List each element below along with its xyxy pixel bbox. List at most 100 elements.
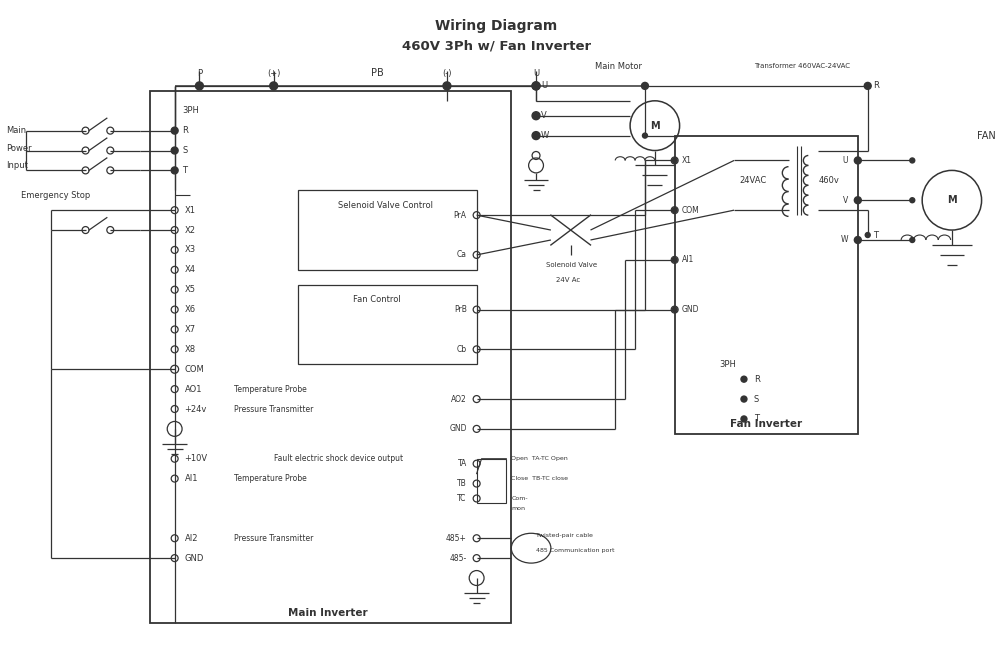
Text: Fault electric shock device output: Fault electric shock device output bbox=[274, 454, 403, 463]
Circle shape bbox=[171, 147, 178, 154]
Text: Pressure Transmitter: Pressure Transmitter bbox=[234, 533, 313, 543]
Bar bbox=[298, 285, 477, 364]
Text: GND: GND bbox=[449, 424, 467, 434]
Text: U: U bbox=[541, 81, 547, 90]
Circle shape bbox=[672, 158, 677, 163]
Circle shape bbox=[854, 197, 861, 204]
Text: Emergency Stop: Emergency Stop bbox=[21, 191, 90, 200]
Text: Solenoid Valve: Solenoid Valve bbox=[546, 262, 597, 268]
Circle shape bbox=[864, 82, 871, 90]
Text: COM: COM bbox=[682, 206, 700, 215]
Text: 485 Communication port: 485 Communication port bbox=[536, 548, 615, 553]
Text: GND: GND bbox=[185, 554, 204, 563]
Text: PrB: PrB bbox=[454, 305, 467, 314]
Circle shape bbox=[532, 132, 540, 140]
Text: U: U bbox=[842, 156, 848, 165]
Text: X1: X1 bbox=[185, 206, 196, 215]
Text: 460v: 460v bbox=[818, 176, 839, 185]
Text: Open  TA-TC Open: Open TA-TC Open bbox=[511, 456, 568, 461]
Text: +24v: +24v bbox=[185, 404, 207, 413]
Text: X2: X2 bbox=[185, 226, 196, 234]
Text: X4: X4 bbox=[185, 265, 196, 275]
Text: Power: Power bbox=[6, 143, 32, 153]
Text: X7: X7 bbox=[185, 325, 196, 334]
Circle shape bbox=[642, 133, 647, 138]
Text: Com-: Com- bbox=[511, 496, 528, 501]
Circle shape bbox=[532, 82, 540, 90]
Circle shape bbox=[910, 238, 915, 243]
Circle shape bbox=[443, 82, 451, 90]
Text: M: M bbox=[947, 195, 957, 205]
Text: Fan Inverter: Fan Inverter bbox=[730, 419, 802, 429]
Text: M: M bbox=[650, 121, 660, 130]
Text: 24V Ac: 24V Ac bbox=[556, 276, 580, 283]
Text: 485-: 485- bbox=[449, 554, 467, 563]
Text: AI2: AI2 bbox=[185, 533, 198, 543]
Text: W: W bbox=[840, 236, 848, 245]
Text: Cb: Cb bbox=[457, 345, 467, 354]
Text: T: T bbox=[754, 415, 759, 423]
Circle shape bbox=[532, 112, 540, 119]
Bar bbox=[477, 459, 506, 504]
Text: Main: Main bbox=[6, 126, 26, 135]
Text: Selenoid Valve Control: Selenoid Valve Control bbox=[338, 201, 433, 210]
Circle shape bbox=[910, 158, 915, 163]
Text: T: T bbox=[182, 166, 187, 175]
Circle shape bbox=[270, 82, 278, 90]
Circle shape bbox=[641, 82, 648, 90]
Text: Wiring Diagram: Wiring Diagram bbox=[435, 19, 558, 33]
Text: GND: GND bbox=[682, 305, 700, 314]
Text: Pressure Transmitter: Pressure Transmitter bbox=[234, 404, 313, 413]
Text: PB: PB bbox=[371, 68, 384, 79]
Text: Close  TB-TC close: Close TB-TC close bbox=[511, 476, 568, 481]
Circle shape bbox=[865, 232, 870, 238]
Bar bbox=[150, 91, 511, 623]
Text: X5: X5 bbox=[185, 285, 196, 294]
Text: X3: X3 bbox=[185, 245, 196, 254]
Text: R: R bbox=[873, 81, 879, 90]
Text: 3PH: 3PH bbox=[719, 360, 736, 369]
Text: AO2: AO2 bbox=[451, 395, 467, 404]
Circle shape bbox=[672, 208, 677, 213]
Circle shape bbox=[854, 236, 861, 243]
Circle shape bbox=[741, 416, 747, 422]
Text: Main Motor: Main Motor bbox=[595, 62, 642, 71]
Text: +10V: +10V bbox=[185, 454, 208, 463]
Circle shape bbox=[854, 157, 861, 164]
Text: FAN: FAN bbox=[977, 130, 995, 141]
Text: 3PH: 3PH bbox=[182, 106, 199, 116]
Text: P: P bbox=[197, 69, 202, 78]
Text: mon: mon bbox=[511, 506, 525, 511]
Text: TC: TC bbox=[457, 494, 467, 503]
Text: T: T bbox=[873, 230, 878, 239]
Text: R: R bbox=[182, 126, 188, 135]
Text: S: S bbox=[754, 395, 759, 404]
Text: AO1: AO1 bbox=[185, 385, 202, 394]
Text: S: S bbox=[182, 146, 187, 155]
Circle shape bbox=[741, 396, 747, 402]
Circle shape bbox=[910, 198, 915, 202]
Text: V: V bbox=[843, 196, 848, 204]
Circle shape bbox=[672, 258, 677, 262]
Text: 485+: 485+ bbox=[446, 533, 467, 543]
Text: (+): (+) bbox=[267, 69, 280, 78]
Circle shape bbox=[741, 376, 747, 382]
Text: X8: X8 bbox=[185, 345, 196, 354]
Text: W: W bbox=[541, 131, 549, 140]
Text: Temperature Probe: Temperature Probe bbox=[234, 385, 307, 394]
Text: Ca: Ca bbox=[457, 251, 467, 260]
Text: U: U bbox=[533, 69, 539, 78]
Text: Twisted-pair cable: Twisted-pair cable bbox=[536, 533, 593, 538]
Text: Main Inverter: Main Inverter bbox=[288, 608, 368, 618]
Bar bbox=[675, 136, 858, 434]
Circle shape bbox=[171, 127, 178, 134]
Text: AI1: AI1 bbox=[682, 255, 694, 264]
Text: Input: Input bbox=[6, 161, 28, 170]
Circle shape bbox=[195, 82, 203, 90]
Text: X1: X1 bbox=[682, 156, 692, 165]
Circle shape bbox=[171, 167, 178, 174]
Text: Fan Control: Fan Control bbox=[353, 295, 401, 304]
Text: TA: TA bbox=[457, 459, 467, 468]
Text: 24VAC: 24VAC bbox=[739, 176, 766, 185]
Text: (-): (-) bbox=[442, 69, 452, 78]
